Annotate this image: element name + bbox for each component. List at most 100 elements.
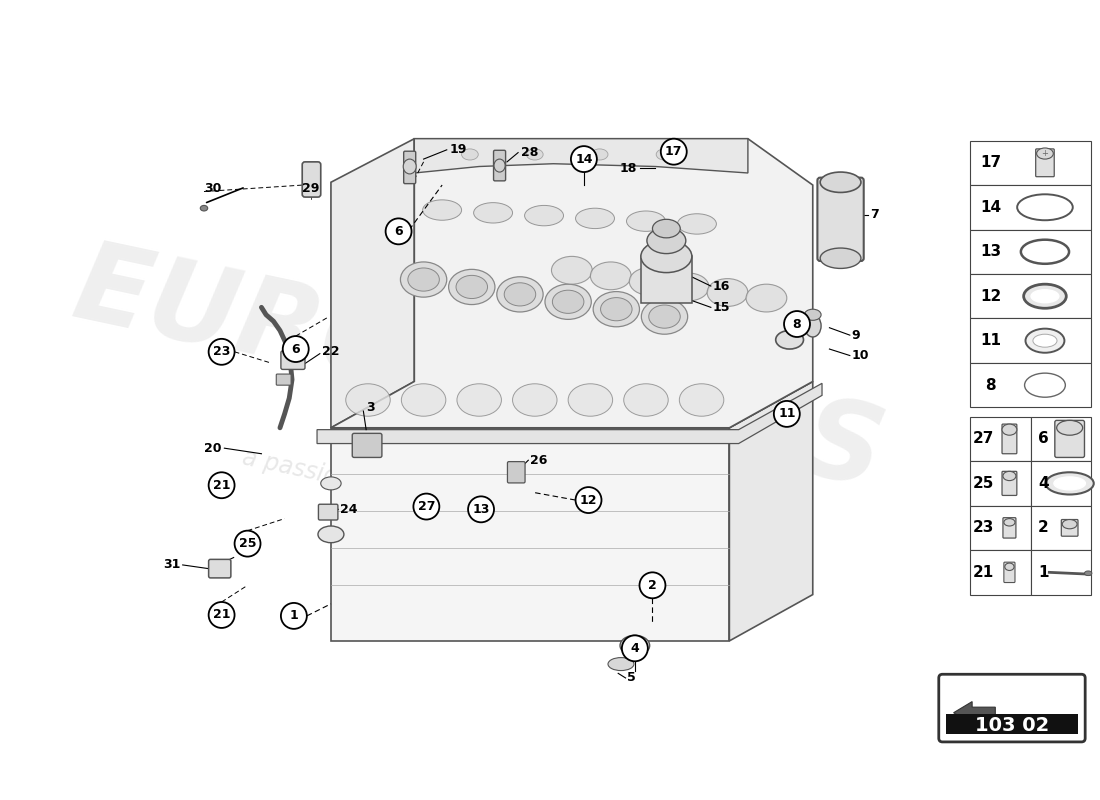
Text: 21: 21: [212, 478, 230, 492]
Bar: [970, 506, 1031, 550]
Text: 6: 6: [292, 342, 300, 355]
Text: 2: 2: [1038, 520, 1049, 535]
Text: 10: 10: [851, 349, 869, 362]
Bar: [970, 550, 1031, 594]
FancyBboxPatch shape: [494, 150, 506, 181]
Ellipse shape: [456, 275, 487, 298]
Text: 27: 27: [972, 431, 994, 446]
Bar: [1031, 417, 1091, 461]
Ellipse shape: [1085, 571, 1092, 575]
Text: 3: 3: [366, 401, 375, 414]
Ellipse shape: [641, 299, 688, 334]
Ellipse shape: [1057, 420, 1082, 435]
Text: 5: 5: [627, 671, 636, 685]
Bar: [970, 417, 1031, 461]
Text: 8: 8: [986, 378, 996, 393]
Ellipse shape: [494, 159, 505, 172]
Ellipse shape: [1063, 519, 1077, 529]
Ellipse shape: [608, 658, 634, 670]
Ellipse shape: [657, 149, 673, 160]
FancyBboxPatch shape: [318, 504, 338, 520]
FancyBboxPatch shape: [404, 151, 416, 184]
Bar: [970, 363, 1091, 407]
Ellipse shape: [400, 262, 447, 297]
Bar: [1031, 550, 1091, 594]
Text: 1: 1: [1038, 565, 1048, 580]
Text: 19: 19: [450, 143, 466, 156]
Text: 29: 29: [301, 182, 319, 195]
Polygon shape: [415, 138, 748, 173]
Bar: [1031, 506, 1091, 550]
Circle shape: [571, 146, 597, 172]
Ellipse shape: [422, 200, 462, 220]
Text: 21: 21: [212, 609, 230, 622]
Polygon shape: [331, 382, 813, 428]
Text: 6: 6: [394, 225, 403, 238]
Text: 28: 28: [521, 146, 538, 159]
Polygon shape: [331, 138, 415, 428]
Text: 7: 7: [870, 208, 879, 221]
Ellipse shape: [404, 159, 416, 174]
Text: 8: 8: [793, 318, 801, 330]
Ellipse shape: [1031, 290, 1059, 302]
Text: 17: 17: [666, 145, 682, 158]
FancyBboxPatch shape: [1003, 518, 1016, 538]
FancyBboxPatch shape: [1036, 149, 1054, 177]
Circle shape: [469, 496, 494, 522]
Text: 26: 26: [530, 454, 548, 466]
Ellipse shape: [1024, 373, 1065, 398]
Text: 23: 23: [213, 346, 230, 358]
Ellipse shape: [647, 228, 685, 254]
Text: 1: 1: [289, 610, 298, 622]
Bar: [970, 141, 1091, 185]
Bar: [970, 461, 1031, 506]
Ellipse shape: [552, 290, 584, 314]
FancyBboxPatch shape: [1004, 562, 1015, 582]
Ellipse shape: [601, 298, 632, 321]
Text: 17: 17: [980, 155, 1001, 170]
Text: 12: 12: [580, 494, 597, 506]
Text: 27: 27: [418, 500, 436, 513]
Text: 2: 2: [648, 579, 657, 592]
Ellipse shape: [1046, 472, 1093, 494]
Text: 25: 25: [239, 537, 256, 550]
Bar: [946, 714, 1078, 734]
Text: 15: 15: [713, 301, 730, 314]
Polygon shape: [641, 256, 692, 302]
Circle shape: [784, 311, 810, 337]
Text: 22: 22: [321, 346, 339, 358]
FancyBboxPatch shape: [1002, 424, 1016, 454]
Text: +: +: [1042, 149, 1048, 158]
Text: 31: 31: [164, 558, 180, 571]
Ellipse shape: [474, 202, 513, 223]
Ellipse shape: [680, 384, 724, 416]
Circle shape: [639, 572, 665, 598]
Bar: [970, 274, 1091, 318]
Circle shape: [234, 530, 261, 557]
Ellipse shape: [1002, 424, 1016, 435]
Bar: [970, 230, 1091, 274]
Ellipse shape: [456, 384, 502, 416]
Polygon shape: [729, 382, 813, 641]
Text: 9: 9: [851, 329, 860, 342]
Text: 11: 11: [980, 333, 1001, 348]
Ellipse shape: [629, 267, 670, 295]
Text: 14: 14: [575, 153, 593, 166]
Text: 13: 13: [472, 503, 490, 516]
Ellipse shape: [345, 384, 390, 416]
Ellipse shape: [668, 273, 710, 301]
FancyBboxPatch shape: [276, 374, 292, 385]
Ellipse shape: [593, 291, 639, 326]
FancyBboxPatch shape: [352, 434, 382, 458]
FancyBboxPatch shape: [1062, 519, 1078, 536]
Ellipse shape: [1021, 240, 1069, 264]
Ellipse shape: [1025, 329, 1065, 353]
Bar: [970, 318, 1091, 363]
Ellipse shape: [641, 240, 692, 273]
Circle shape: [209, 602, 234, 628]
Ellipse shape: [627, 211, 666, 231]
Circle shape: [280, 603, 307, 629]
Circle shape: [575, 487, 602, 513]
Text: 23: 23: [972, 520, 994, 535]
Ellipse shape: [408, 268, 439, 291]
